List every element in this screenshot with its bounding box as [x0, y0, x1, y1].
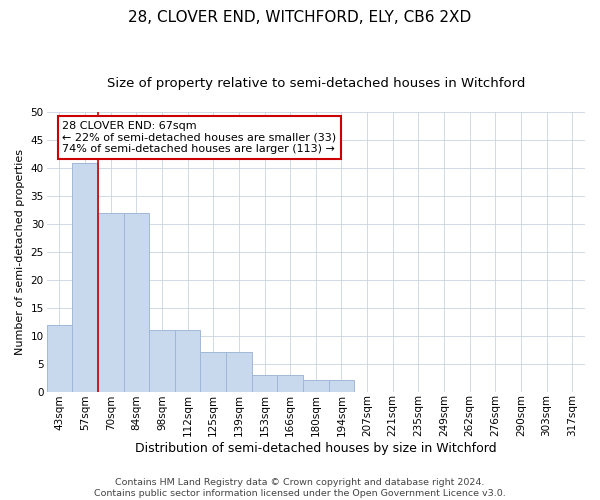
Bar [251, 375, 277, 392]
Bar [124, 213, 149, 392]
Y-axis label: Number of semi-detached properties: Number of semi-detached properties [15, 149, 25, 355]
Bar [149, 330, 175, 392]
Text: Contains HM Land Registry data © Crown copyright and database right 2024.
Contai: Contains HM Land Registry data © Crown c… [94, 478, 506, 498]
Bar [200, 352, 226, 392]
Bar [303, 380, 329, 392]
Bar [98, 213, 124, 392]
Bar [47, 324, 72, 392]
Bar [329, 380, 354, 392]
Text: 28 CLOVER END: 67sqm
← 22% of semi-detached houses are smaller (33)
74% of semi-: 28 CLOVER END: 67sqm ← 22% of semi-detac… [62, 121, 337, 154]
Text: 28, CLOVER END, WITCHFORD, ELY, CB6 2XD: 28, CLOVER END, WITCHFORD, ELY, CB6 2XD [128, 10, 472, 25]
Bar [277, 375, 303, 392]
Title: Size of property relative to semi-detached houses in Witchford: Size of property relative to semi-detach… [107, 78, 525, 90]
Bar [72, 162, 98, 392]
Bar [226, 352, 251, 392]
X-axis label: Distribution of semi-detached houses by size in Witchford: Distribution of semi-detached houses by … [135, 442, 497, 455]
Bar [175, 330, 200, 392]
